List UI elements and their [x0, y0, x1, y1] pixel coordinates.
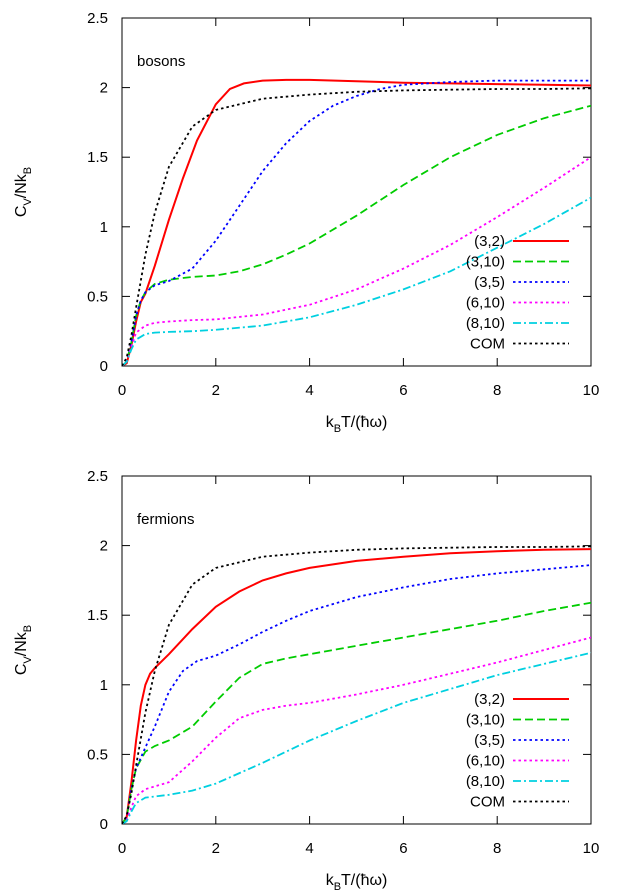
y-axis-label: CV/NkB: [13, 625, 34, 675]
x-tick-label: 2: [212, 840, 220, 857]
legend-label: (3,5): [474, 274, 505, 291]
legend-label: COM: [470, 794, 505, 811]
x-axis-label: kBT/(ħω): [326, 872, 388, 893]
legend-label: (3,2): [474, 691, 505, 708]
series-line-(3,5): [122, 564, 591, 824]
x-tick-label: 8: [493, 382, 501, 399]
x-tick-label: 10: [583, 382, 600, 399]
legend-label: (6,10): [466, 295, 505, 312]
plot-frame: [121, 17, 592, 367]
panel-annotation: bosons: [137, 53, 185, 70]
plot-frame: [121, 475, 592, 825]
y-tick-label: 2: [100, 538, 108, 555]
y-axis-label: CV/NkB: [13, 167, 34, 217]
series-line-(3,5): [122, 79, 591, 366]
series-line-(3,2): [122, 548, 591, 824]
y-tick-label: 0.5: [87, 288, 108, 305]
series-line-(6,10): [122, 636, 591, 824]
y-tick-label: 0: [100, 816, 108, 833]
y-tick-label: 1.5: [87, 149, 108, 166]
y-tick-label: 2.5: [87, 468, 108, 485]
series-line-(6,10): [122, 156, 591, 366]
y-tick-label: 2.5: [87, 10, 108, 27]
legend-label: (6,10): [466, 753, 505, 770]
panel-annotation: fermions: [137, 511, 195, 528]
x-tick-label: 2: [212, 382, 220, 399]
y-tick-label: 1.5: [87, 607, 108, 624]
x-tick-label: 6: [399, 382, 407, 399]
x-tick-label: 4: [305, 840, 313, 857]
legend-label: (3,5): [474, 732, 505, 749]
y-tick-label: 1: [100, 677, 108, 694]
y-tick-label: 1: [100, 219, 108, 236]
legend-label: (3,10): [466, 712, 505, 729]
x-tick-label: 0: [118, 382, 126, 399]
y-tick-label: 0.5: [87, 746, 108, 763]
legend-label: (8,10): [466, 315, 505, 332]
x-axis-label: kBT/(ħω): [326, 414, 388, 435]
y-tick-label: 0: [100, 358, 108, 375]
series-line-COM: [122, 545, 591, 824]
series-line-(3,10): [122, 601, 591, 824]
legend-label: (3,2): [474, 233, 505, 250]
x-tick-label: 8: [493, 840, 501, 857]
series-line-(8,10): [122, 196, 591, 366]
fermions-panel: 0 2 4 6 8 10 0 0.5 1 1.5 2 2.5 kBT/(ħω) CV/NkB fermion…: [13, 468, 599, 893]
bosons-panel: 0 2 4 6 8 10 0 0.5 1 1.5 2 2.5 kBT/(ħω) CV/NkB bosons (…: [13, 10, 599, 435]
legend-label: (3,10): [466, 254, 505, 271]
legend-label: COM: [470, 336, 505, 353]
x-tick-label: 6: [399, 840, 407, 857]
series-line-COM: [122, 87, 591, 366]
y-tick-label: 2: [100, 80, 108, 97]
x-tick-label: 4: [305, 382, 313, 399]
series-line-(8,10): [122, 651, 591, 824]
x-tick-label: 10: [583, 840, 600, 857]
legend-label: (8,10): [466, 773, 505, 790]
x-tick-label: 0: [118, 840, 126, 857]
